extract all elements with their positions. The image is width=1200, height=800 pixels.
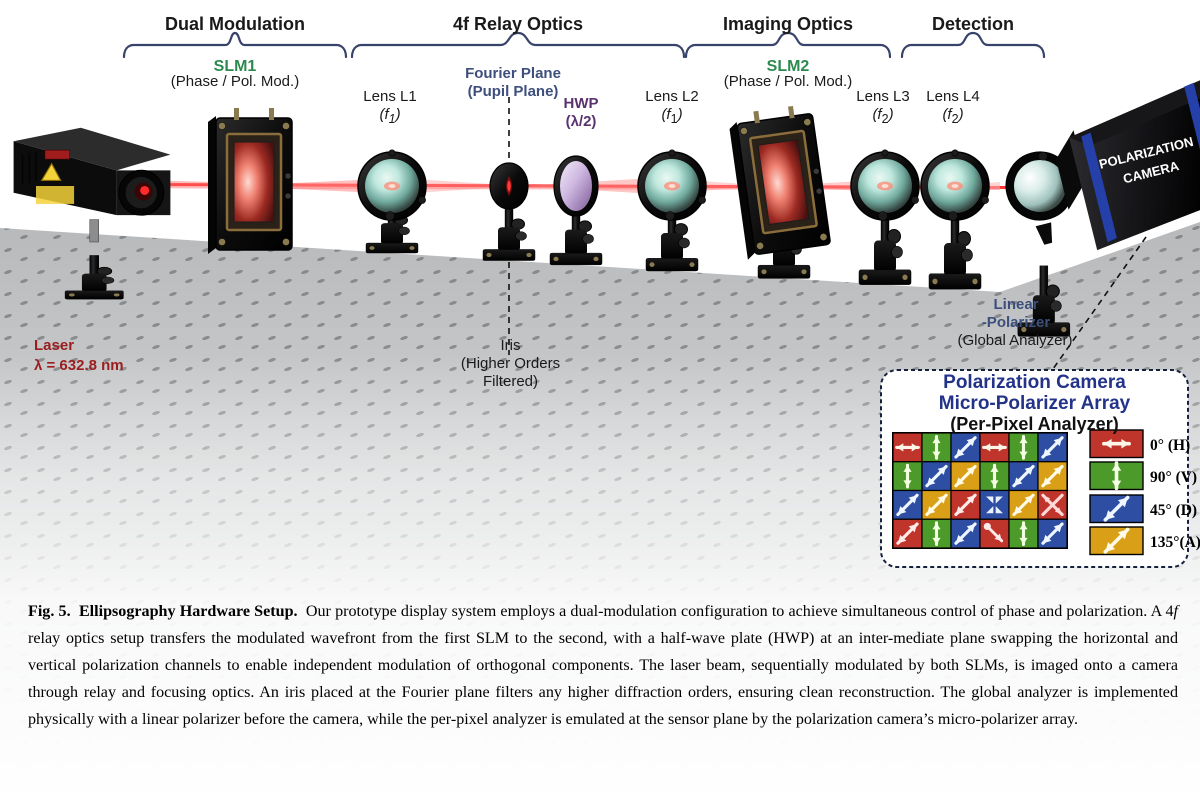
svg-text:0° (H): 0° (H) bbox=[1150, 437, 1190, 454]
svg-text:90° (V): 90° (V) bbox=[1150, 469, 1197, 486]
svg-text:135°(A): 135°(A) bbox=[1150, 534, 1200, 551]
svg-text:45° (D): 45° (D) bbox=[1150, 502, 1197, 519]
